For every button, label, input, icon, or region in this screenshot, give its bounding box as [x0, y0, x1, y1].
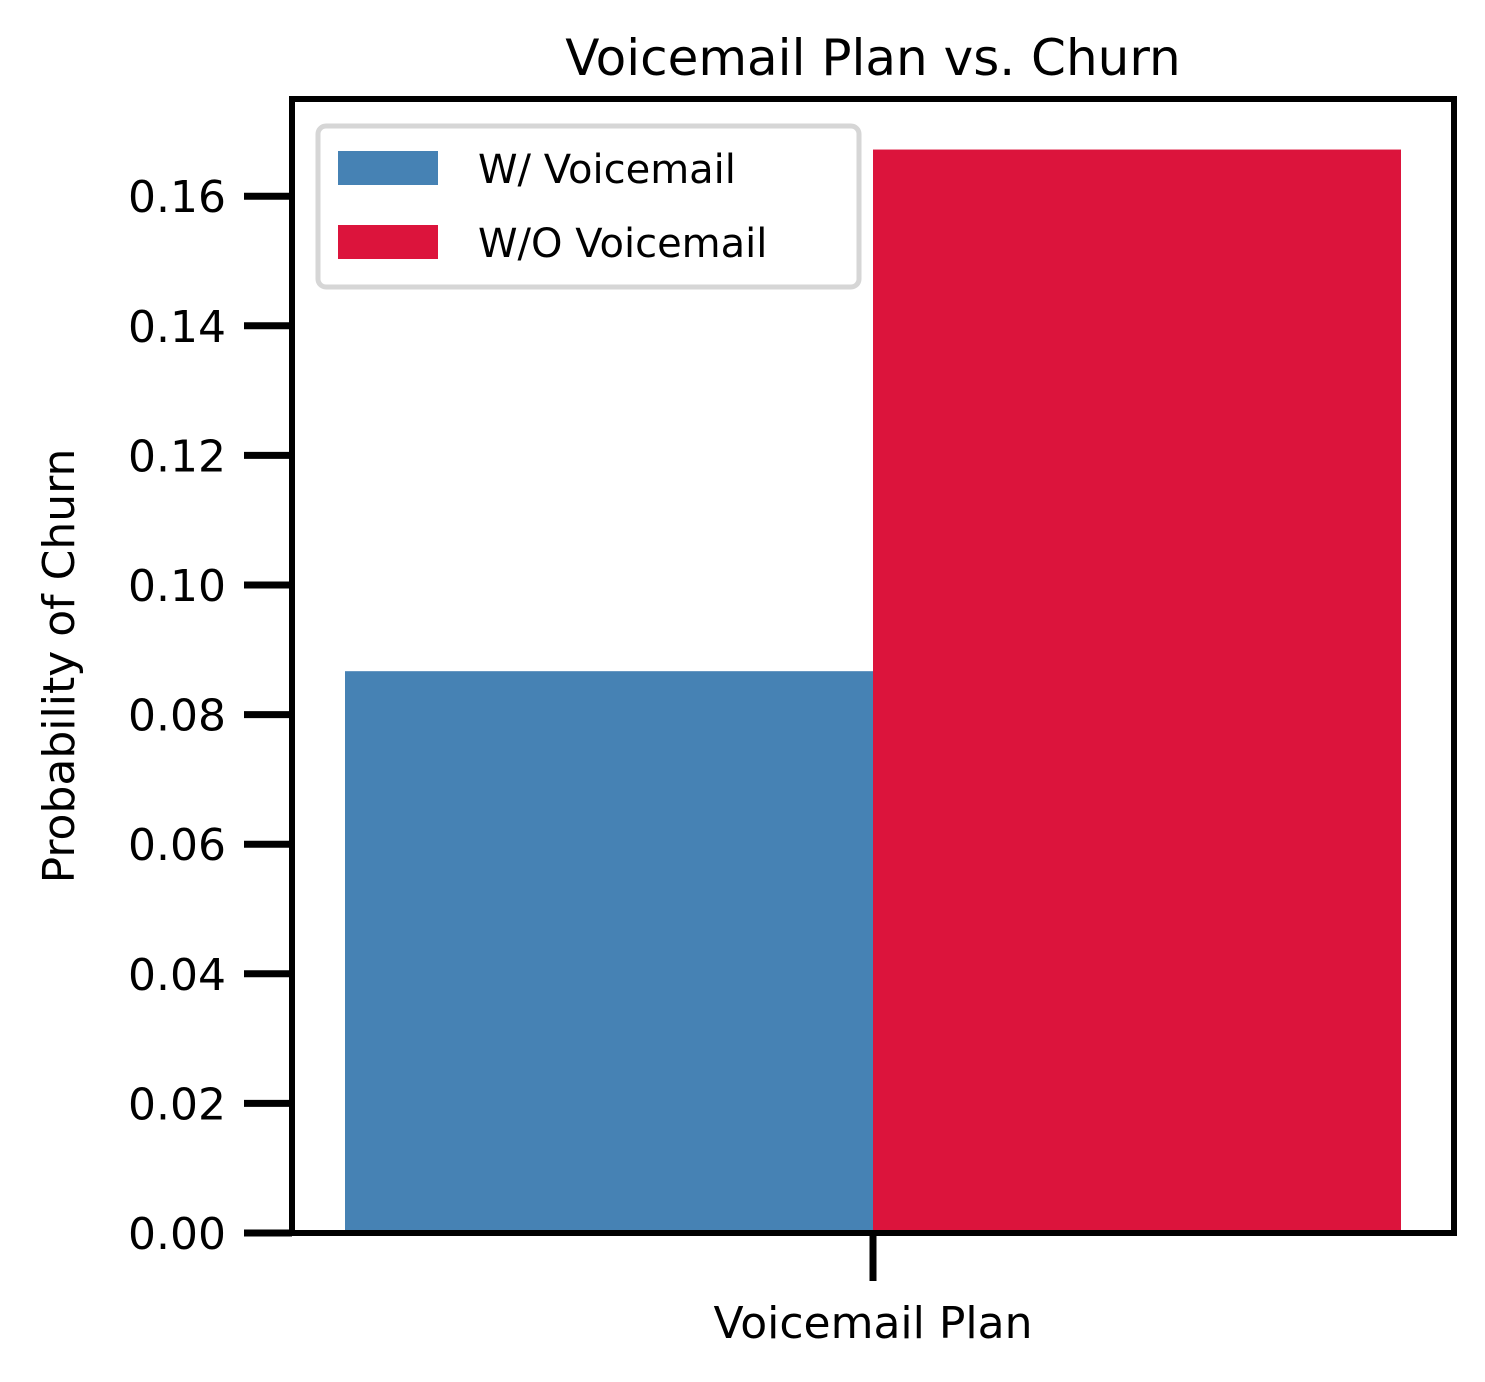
- chart-title: Voicemail Plan vs. Churn: [565, 29, 1180, 87]
- y-tick-label: 0.16: [128, 172, 226, 223]
- bars-group: [345, 149, 1401, 1234]
- x-axis-label: Voicemail Plan: [714, 1298, 1033, 1349]
- y-tick-label: 0.10: [128, 561, 226, 612]
- y-tick-label: 0.14: [128, 302, 226, 353]
- y-tick-label: 0.00: [128, 1209, 226, 1260]
- y-tick-label: 0.04: [128, 950, 226, 1001]
- legend-swatch-w-voicemail: [338, 151, 438, 185]
- y-axis-ticks: 0.00 0.02 0.04 0.06 0.08 0.10 0.12 0.14 0.16: [128, 172, 292, 1260]
- bar-w-voicemail: [345, 671, 873, 1233]
- y-tick-label: 0.08: [128, 691, 226, 742]
- plot-frame: [289, 96, 1457, 1236]
- y-axis-label: Probability of Churn: [34, 449, 85, 884]
- legend-frame: [315, 123, 862, 290]
- legend-label-w-voicemail: W/ Voicemail: [478, 147, 736, 193]
- bar-w-o-voicemail: [873, 149, 1401, 1234]
- y-tick-label: 0.12: [128, 431, 226, 482]
- legend-swatch-wo-voicemail: [338, 225, 438, 259]
- y-tick-label: 0.06: [128, 820, 226, 871]
- legend-label-wo-voicemail: W/O Voicemail: [478, 221, 767, 267]
- legend: W/ Voicemail W/O Voicemail: [315, 123, 862, 290]
- y-tick-label: 0.02: [128, 1079, 226, 1130]
